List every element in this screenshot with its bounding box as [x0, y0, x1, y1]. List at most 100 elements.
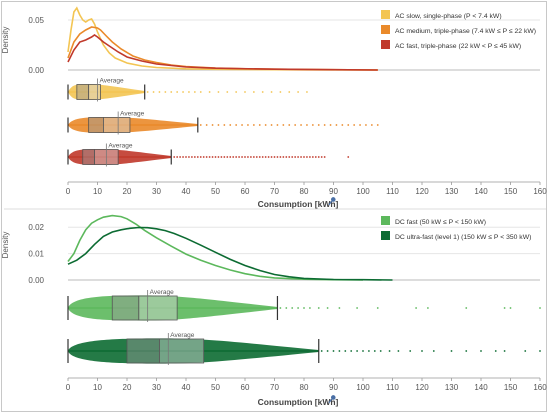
dc-xtick-label: 110: [386, 383, 399, 392]
ac-xtick-label: 30: [152, 187, 161, 196]
dc-outlier: [285, 307, 288, 309]
ac-outlier: [182, 156, 184, 158]
ac-outlier: [264, 156, 267, 158]
ac-outlier: [202, 156, 205, 158]
ac-outlier: [226, 156, 229, 158]
ac-xtick-label: 140: [474, 187, 488, 196]
ac-outlier: [329, 124, 332, 126]
ac-xtick-label: 120: [415, 187, 429, 196]
dc-outlier: [432, 350, 435, 352]
ac-outlier: [294, 124, 297, 126]
pin-icon-head: [330, 197, 336, 202]
ac-outlier: [185, 156, 187, 158]
ac-outlier: [235, 156, 238, 158]
ac-xtick-label: 20: [123, 187, 132, 196]
ac-outlier: [146, 91, 149, 93]
pin-icon-head: [330, 395, 336, 400]
dc-xtick-label: 80: [300, 383, 309, 392]
ac-outlier: [276, 124, 279, 126]
dc-outlier: [279, 307, 282, 309]
ac-ytick-label: 0.00: [28, 66, 44, 75]
ac-xlabel: Consumption [kWh]: [258, 199, 339, 209]
ac-outlier: [252, 156, 255, 158]
ac-xtick-label: 0: [66, 187, 71, 196]
dc-outlier: [344, 350, 347, 352]
ac-outlier: [217, 91, 220, 93]
dc-legend-label-0: DC fast (50 kW ≤ P < 150 kW): [395, 219, 486, 226]
ac-outlier: [267, 156, 270, 158]
dc-outlier: [309, 307, 311, 309]
dc-outlier: [291, 307, 294, 309]
dc-outlier: [350, 350, 353, 352]
ac-outlier: [300, 156, 302, 158]
ac-outlier: [270, 91, 273, 93]
ac-outlier: [291, 156, 294, 158]
ac-outlier: [359, 124, 361, 126]
dc-xtick-label: 10: [93, 383, 102, 392]
ac-outlier: [279, 156, 282, 158]
dc-box-lower-1: [126, 338, 160, 364]
dc-outlier: [494, 350, 497, 352]
ac-chart: 0.00 0.05 Density AC slow, single-phase (P …: [1, 6, 547, 209]
ac-xtick-label: 50: [211, 187, 220, 196]
dc-outlier: [356, 307, 358, 309]
dc-outlier: [388, 350, 391, 352]
dc-xtick-label: 0: [66, 383, 71, 392]
ac-outlier: [323, 156, 326, 158]
ac-density-2: [67, 34, 378, 71]
dc-outlier: [415, 307, 417, 309]
dc-ytick-label: 0.02: [28, 223, 44, 232]
ac-outlier: [214, 156, 217, 158]
dc-outlier: [503, 350, 506, 352]
ac-outlier: [229, 124, 232, 126]
dc-xtick-label: 120: [415, 383, 429, 392]
ac-xtick-label: 60: [241, 187, 250, 196]
ac-outlier: [152, 91, 155, 93]
ac-outlier: [223, 156, 226, 158]
ac-density-0: [67, 6, 378, 71]
dc-xtick-label: 150: [504, 383, 518, 392]
ac-legend-swatch-2: [381, 40, 390, 49]
ac-outlier: [158, 91, 161, 93]
ac-outlier: [193, 91, 196, 93]
ac-outlier: [317, 124, 320, 126]
dc-outlier: [368, 350, 370, 352]
dc-xtick-label: 30: [152, 383, 161, 392]
ac-outlier: [238, 156, 241, 158]
ac-xtick-label: 90: [329, 187, 338, 196]
ac-outlier: [270, 124, 273, 126]
ac-outlier: [208, 156, 211, 158]
ac-outlier: [211, 124, 214, 126]
ac-outlier: [220, 156, 223, 158]
dc-outlier: [297, 307, 299, 309]
dc-outlier: [539, 350, 541, 352]
ac-outlier: [170, 91, 173, 93]
dc-xtick-label: 90: [329, 383, 338, 392]
ac-outlier: [309, 156, 311, 158]
dc-outlier: [421, 350, 423, 352]
ac-outlier: [199, 156, 202, 158]
ac-box-lower-0: [76, 84, 90, 100]
ac-outlier: [261, 156, 264, 158]
ac-legend-label-2: AC fast, triple-phase (22 kW < P ≤ 45 kW…: [395, 43, 521, 50]
ac-xtick-label: 110: [386, 187, 399, 196]
ac-box-upper-1: [103, 117, 131, 133]
dc-outlier: [376, 307, 379, 309]
ac-xtick-label: 40: [182, 187, 191, 196]
dc-xtick-label: 20: [123, 383, 132, 392]
ac-ytick-label: 0.05: [28, 16, 44, 25]
dc-ytick-label: 0.01: [28, 250, 44, 259]
dc-xtick-label: 70: [270, 383, 279, 392]
dc-outlier: [356, 350, 358, 352]
dc-ytick-label: 0.00: [28, 276, 44, 285]
ac-ylabel: Density: [1, 27, 10, 54]
dc-outlier: [397, 350, 400, 352]
ac-xtick-label: 10: [93, 187, 102, 196]
ac-outlier: [235, 124, 238, 126]
ac-outlier: [176, 156, 179, 158]
ac-average-label-0: Average: [100, 78, 124, 85]
ac-outlier: [205, 156, 208, 158]
ac-outlier: [370, 124, 373, 126]
dc-xtick-label: 60: [241, 383, 250, 392]
ac-outlier: [241, 156, 243, 158]
